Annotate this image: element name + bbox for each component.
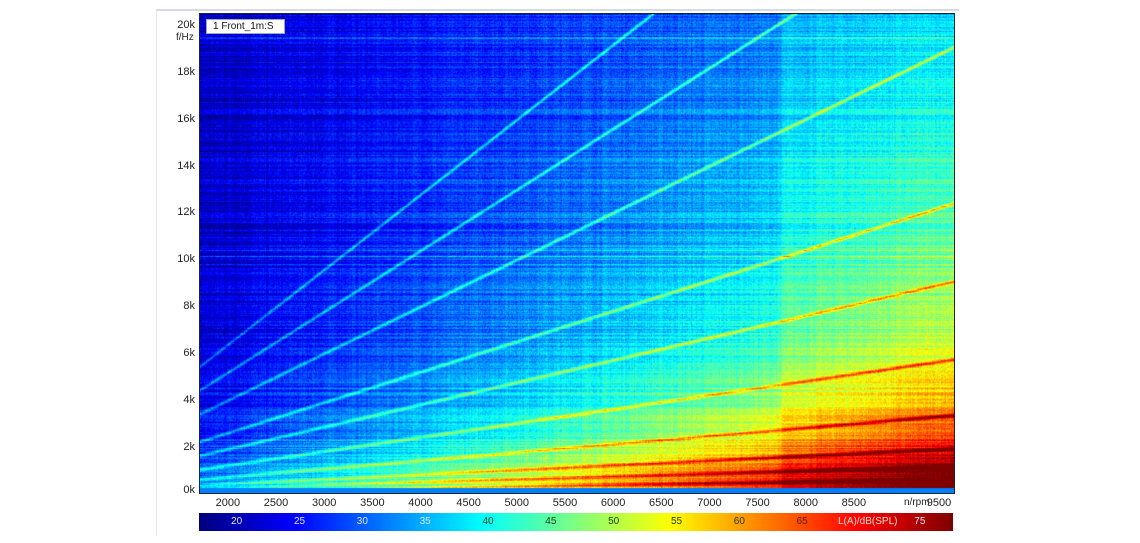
- y-tick-label: 4k: [183, 394, 195, 407]
- x-tick-label: 2500: [263, 497, 289, 509]
- x-tick-label: 4500: [456, 497, 481, 509]
- x-tick-label: 7000: [697, 497, 722, 509]
- colorbar-tick-label: 40: [482, 516, 494, 527]
- y-tick-label: 0k: [183, 484, 195, 496]
- y-tick-label: 10k: [177, 253, 195, 266]
- x-tick-label: 6500: [649, 497, 674, 509]
- colorbar-tick-label: 45: [545, 516, 557, 527]
- series-legend: 1 Front_1m:S: [206, 19, 285, 34]
- colorbar-label: L(A)/dB(SPL): [838, 516, 898, 527]
- y-tick-label: 6k: [183, 347, 195, 360]
- colorbar-tick-label: 25: [293, 516, 306, 527]
- y-tick-label: 16k: [177, 112, 195, 125]
- x-tick-label: 8000: [793, 497, 818, 509]
- colorbar-tick-label: 50: [608, 516, 620, 527]
- chart-frame: [156, 9, 959, 536]
- y-tick-label: 20k: [177, 18, 195, 31]
- x-tick-label: 5500: [552, 497, 578, 509]
- spectrogram-plot[interactable]: 1 Front_1m:S: [199, 13, 955, 494]
- colorbar-tick-label: 75: [914, 516, 926, 527]
- x-tick-label: 5000: [504, 497, 530, 509]
- y-axis-label: f/Hz: [176, 32, 194, 43]
- colorbar: [199, 513, 953, 531]
- spectrogram-canvas: [200, 14, 954, 493]
- x-tick-label: 8500: [841, 497, 867, 509]
- colorbar-tick-label: 35: [419, 516, 431, 527]
- x-tick-label: 4000: [408, 497, 433, 509]
- y-tick-label: 12k: [177, 206, 195, 219]
- colorbar-tick-label: 30: [356, 516, 368, 527]
- colorbar-tick-label: 20: [231, 516, 243, 527]
- colorbar-tick-label: 65: [796, 516, 808, 527]
- x-tick-label: 3500: [360, 497, 385, 509]
- colorbar-canvas: [199, 513, 953, 531]
- y-tick-label: 18k: [177, 65, 195, 78]
- x-axis-label: n/rpm: [904, 497, 930, 508]
- y-tick-label: 14k: [177, 159, 195, 172]
- x-tick-label: 2000: [215, 497, 241, 509]
- y-tick-label: 8k: [183, 300, 195, 313]
- x-tick-label: 9500: [926, 497, 952, 509]
- x-tick-label: 7500: [745, 497, 770, 509]
- y-tick-label: 2k: [183, 441, 195, 454]
- colorbar-tick-label: 60: [733, 516, 745, 527]
- x-tick-label: 6000: [600, 497, 626, 509]
- x-tick-label: 3000: [311, 497, 337, 509]
- colorbar-tick-label: 55: [670, 516, 683, 527]
